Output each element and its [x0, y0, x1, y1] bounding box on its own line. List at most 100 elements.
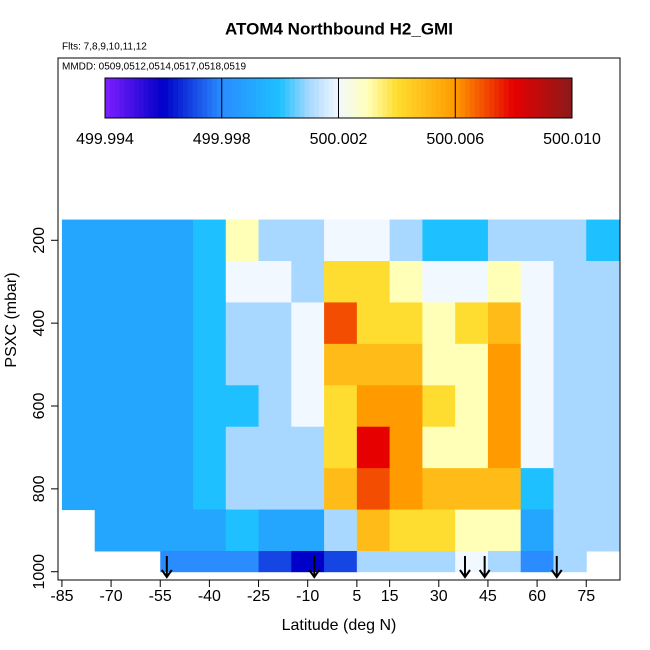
flight-arrow	[308, 556, 321, 579]
heat-cell	[225, 302, 260, 345]
y-tick-label: 400	[31, 310, 48, 337]
colorbar-segment	[212, 78, 218, 118]
heat-cell	[422, 426, 456, 469]
heat-cell	[258, 468, 292, 511]
heat-cell	[553, 385, 587, 428]
colorbar-segment	[372, 78, 378, 118]
heat-cell	[356, 385, 391, 428]
heat-cell	[258, 385, 292, 428]
colorbar-segment	[537, 78, 544, 118]
colorbar-segment	[143, 78, 150, 118]
colorbar-segment	[139, 78, 145, 118]
heat-cell	[193, 509, 227, 552]
colorbar-segment	[508, 78, 515, 118]
heat-cell	[225, 468, 260, 511]
heat-cell	[324, 385, 358, 428]
heat-cell	[586, 219, 620, 262]
heat-cell	[258, 509, 292, 552]
colorbar-segment	[387, 78, 393, 118]
heat-cell	[127, 343, 161, 386]
colorbar-segment	[518, 78, 524, 118]
heat-cell	[455, 509, 489, 552]
colorbar-segment	[338, 78, 344, 118]
colorbar-segment	[226, 78, 232, 118]
heat-cell	[160, 343, 194, 386]
colorbar-tick-label: 500.010	[543, 131, 601, 148]
heat-cell	[487, 468, 522, 511]
colorbar-segment	[499, 78, 505, 118]
colorbar-tick-label: 500.006	[426, 131, 484, 148]
heat-cell	[193, 302, 227, 345]
heat-cell	[553, 219, 587, 262]
colorbar-segment	[367, 78, 374, 118]
heat-cell	[324, 468, 358, 511]
heat-cell	[520, 468, 554, 511]
heat-cell	[487, 385, 522, 428]
heat-cell	[422, 551, 456, 573]
colorbar-segment	[173, 78, 179, 118]
heat-cell	[356, 551, 391, 573]
heat-cell	[225, 551, 260, 573]
heat-cell	[324, 261, 358, 303]
colorbar-segment	[484, 78, 490, 118]
heat-cell	[389, 551, 423, 573]
heat-cell	[553, 468, 587, 511]
colorbar-segment	[357, 78, 364, 118]
heat-cell	[553, 551, 587, 573]
colorbar-segment	[557, 78, 563, 118]
colorbar-segment	[328, 78, 335, 118]
colorbar-segment	[430, 78, 437, 118]
colorbar-segment	[109, 78, 116, 118]
heat-cell	[553, 343, 587, 386]
colorbar-segment	[503, 78, 510, 118]
colorbar-segment	[406, 78, 412, 118]
colorbar-segment	[119, 78, 125, 118]
heat-cell	[520, 219, 554, 262]
heat-cell	[520, 302, 554, 345]
heat-cell	[225, 385, 260, 428]
colorbar-segment	[542, 78, 549, 118]
heat-cell	[487, 551, 522, 573]
heat-cell	[455, 219, 489, 262]
heat-cell	[127, 302, 161, 345]
x-tick-label: 15	[381, 588, 399, 605]
heat-cell	[94, 302, 128, 345]
colorbar-segment	[124, 78, 130, 118]
heat-cell	[61, 468, 96, 511]
heat-cell	[389, 426, 423, 469]
note: MMDD: 0509,0512,0514,0517,0518,0519	[62, 62, 246, 73]
y-tick-label: 200	[31, 227, 48, 254]
colorbar-segment	[153, 78, 160, 118]
heat-cell	[94, 261, 128, 303]
heat-cell	[160, 219, 194, 262]
colorbar-segment	[426, 78, 432, 118]
heat-cell	[487, 509, 522, 552]
heat-cell	[94, 219, 128, 262]
heat-cell	[455, 385, 489, 428]
colorbar-segment	[343, 78, 349, 118]
heat-cell	[94, 385, 128, 428]
colorbar-segment	[445, 78, 451, 118]
heat-cell	[258, 551, 292, 573]
colorbar-segment	[552, 78, 558, 118]
y-tick-label: 600	[31, 393, 48, 420]
x-tick-label: 30	[430, 588, 448, 605]
colorbar-segment	[260, 78, 267, 118]
heat-cell	[553, 261, 587, 303]
heat-cell	[291, 551, 325, 573]
heat-cell	[422, 468, 456, 511]
heat-cell	[193, 426, 227, 469]
colorbar-segment	[187, 78, 194, 118]
colorbar-segment	[275, 78, 281, 118]
colorbar-segment	[460, 78, 466, 118]
colorbar-segment	[280, 78, 286, 118]
heat-cell	[553, 302, 587, 345]
colorbar-segment	[489, 78, 495, 118]
colorbar-segment	[411, 78, 417, 118]
colorbar-segment	[265, 78, 271, 118]
heat-cell	[258, 343, 292, 386]
colorbar-segment	[353, 78, 359, 118]
colorbar-segment	[567, 78, 573, 118]
colorbar-segment	[163, 78, 169, 118]
